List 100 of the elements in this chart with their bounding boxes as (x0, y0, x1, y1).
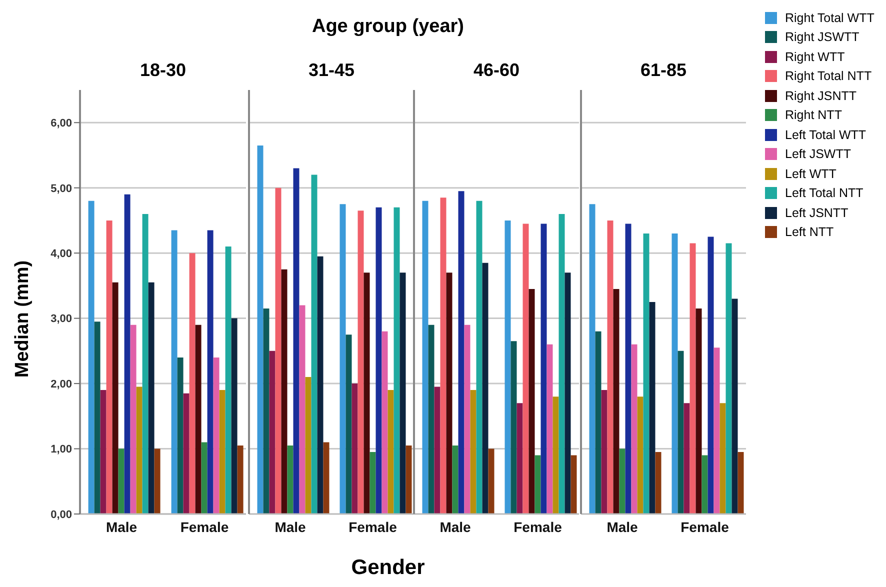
legend-label: Right Total NTT (785, 69, 872, 84)
legend-label: Left JSNTT (785, 206, 848, 220)
text: Age group (year) (310, 16, 466, 38)
bar (655, 452, 662, 514)
bar (142, 214, 148, 514)
y-tick-label: 4,00 (50, 248, 72, 260)
bar (171, 230, 178, 514)
bar (370, 452, 376, 514)
legend-label: Right WTT (785, 50, 845, 64)
bar (528, 288, 535, 514)
bar (293, 168, 300, 514)
x-tick-label: Male (274, 518, 306, 535)
x-tick-label: Female (514, 518, 562, 535)
bar (732, 298, 738, 514)
bar (678, 350, 684, 514)
bar (311, 174, 318, 514)
bar (94, 322, 100, 514)
bar (394, 207, 400, 514)
x-tick-label: Female (348, 518, 398, 535)
bar (225, 246, 232, 514)
bar (189, 253, 196, 514)
bar (619, 448, 626, 514)
bar (299, 305, 306, 514)
bar (546, 344, 553, 514)
bar (112, 282, 118, 514)
bar (106, 220, 112, 514)
bar (183, 393, 190, 514)
bar (148, 282, 154, 514)
bar (476, 200, 482, 514)
bar (406, 446, 412, 514)
bar (522, 224, 529, 514)
x-tick-label: Female (680, 518, 730, 535)
bar (589, 204, 596, 514)
bar (631, 344, 638, 514)
bar (558, 214, 565, 514)
bar (552, 396, 559, 514)
bar (346, 334, 352, 514)
bar (684, 403, 690, 514)
y-tick-label: 5,00 (50, 182, 72, 195)
bar (124, 194, 130, 514)
bar (504, 220, 511, 514)
bar (231, 318, 238, 514)
bar (428, 324, 434, 514)
bar (440, 198, 446, 514)
bar (352, 384, 358, 514)
bar (613, 288, 620, 514)
y-tick-label: 0,00 (50, 508, 72, 521)
bar (201, 442, 208, 514)
bar (690, 243, 696, 514)
bar (269, 350, 276, 514)
bar (177, 357, 184, 514)
chart-title: 31-45 (307, 60, 356, 82)
legend-label: Left JSWTT (785, 147, 851, 162)
bar (672, 234, 678, 514)
bar (643, 234, 650, 514)
bar (607, 220, 614, 514)
legend-label: Right JSWTT (785, 30, 860, 44)
bar (702, 455, 708, 514)
chart-title: 61-85 (639, 60, 688, 82)
bar (323, 442, 330, 514)
bar (287, 446, 294, 514)
y-tick-label: 1,00 (50, 444, 72, 456)
x-tick-label: Male (440, 518, 472, 535)
bar (464, 324, 470, 514)
bar (470, 390, 476, 514)
bar (154, 448, 160, 514)
bar (534, 455, 541, 514)
y-axis-title: Median (mm) (12, 259, 34, 380)
bar (281, 269, 288, 514)
bar (195, 324, 202, 514)
chart-title: 46-60 (472, 60, 521, 82)
bar (207, 230, 214, 514)
bar (488, 448, 494, 514)
legend-label: Left Total WTT (785, 128, 866, 142)
bar (219, 390, 226, 514)
x-axis-title: Gender (350, 556, 426, 580)
y-tick-label: 6,00 (50, 118, 72, 130)
bar (720, 403, 726, 514)
bar (482, 262, 488, 514)
bar (649, 302, 656, 514)
bar (714, 348, 720, 514)
bar (213, 357, 220, 514)
x-tick-label: Male (606, 518, 638, 535)
y-tick-label: 2,00 (50, 378, 72, 390)
legend-label: Right Total WTT (785, 10, 874, 25)
bar (400, 272, 406, 514)
bar (382, 331, 388, 514)
bar (564, 272, 571, 514)
bar (136, 386, 142, 514)
bar (118, 448, 124, 514)
bar (305, 377, 312, 514)
bar (696, 308, 702, 514)
bar (340, 204, 346, 514)
bar (422, 200, 428, 514)
bar (452, 446, 458, 514)
bar (446, 272, 452, 514)
legend-label: Left WTT (785, 166, 836, 181)
bar (570, 455, 577, 514)
bar (317, 256, 324, 514)
bar (237, 446, 244, 514)
